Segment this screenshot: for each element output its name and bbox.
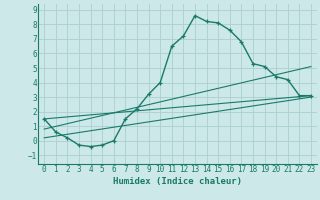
X-axis label: Humidex (Indice chaleur): Humidex (Indice chaleur) [113, 177, 242, 186]
